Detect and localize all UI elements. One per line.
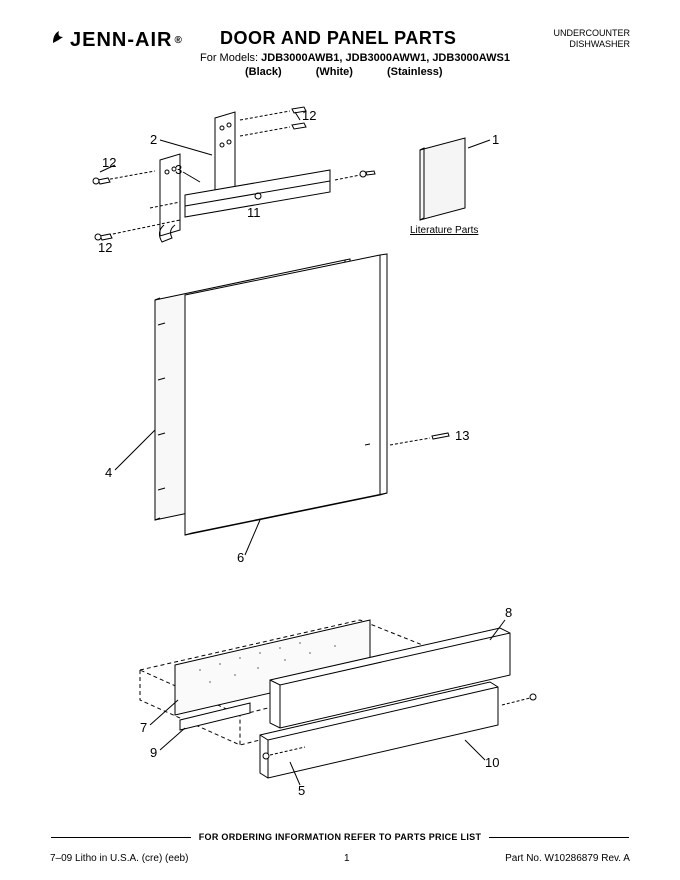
callout-3: 3 — [175, 162, 182, 177]
brand-logo: JENN-AIR® — [50, 28, 183, 52]
color-black: (Black) — [245, 66, 282, 78]
callout-1: 1 — [492, 132, 499, 147]
page-title: DOOR AND PANEL PARTS — [220, 28, 456, 49]
brand-mark-icon — [50, 28, 68, 52]
exploded-diagram: 1 2 3 4 5 6 7 8 9 10 11 12 12 12 13 Lite… — [0, 100, 680, 800]
callout-10: 10 — [485, 755, 499, 770]
callout-11: 11 — [247, 205, 261, 220]
color-white: (White) — [316, 66, 353, 78]
callout-8: 8 — [505, 605, 512, 620]
footer-right: Part No. W10286879 Rev. A — [505, 853, 630, 864]
callout-2: 2 — [150, 132, 157, 147]
callout-7: 7 — [140, 720, 147, 735]
callout-4: 4 — [105, 465, 112, 480]
footer-page: 1 — [344, 853, 350, 864]
footer: 7–09 Litho in U.S.A. (cre) (eeb) 1 Part … — [50, 853, 630, 864]
brand-text: JENN-AIR — [70, 29, 172, 52]
models-prefix: For Models: — [200, 52, 258, 64]
callout-5: 5 — [298, 783, 305, 798]
literature-parts-link[interactable]: Literature Parts — [410, 225, 478, 236]
callout-6: 6 — [237, 550, 244, 565]
product-type-l2: DISHWASHER — [554, 39, 631, 50]
callout-12a: 12 — [302, 108, 316, 123]
callout-9: 9 — [150, 745, 157, 760]
color-stainless: (Stainless) — [387, 66, 443, 78]
footer-left: 7–09 Litho in U.S.A. (cre) (eeb) — [50, 853, 188, 864]
colors-line: (Black) (White) (Stainless) — [245, 66, 443, 78]
callout-12b: 12 — [102, 155, 116, 170]
hinge-bracket-assembly — [93, 107, 375, 242]
callout-13: 13 — [455, 428, 469, 443]
models-list: JDB3000AWB1, JDB3000AWW1, JDB3000AWS1 — [261, 52, 510, 64]
literature-booklet — [420, 138, 490, 220]
ordering-note: FOR ORDERING INFORMATION REFER TO PARTS … — [0, 832, 680, 842]
callout-12c: 12 — [98, 240, 112, 255]
product-type: UNDERCOUNTER DISHWASHER — [554, 28, 631, 50]
product-type-l1: UNDERCOUNTER — [554, 28, 631, 39]
lower-panel-group — [140, 620, 536, 785]
door-front-panel — [185, 254, 449, 535]
models-line: For Models: JDB3000AWB1, JDB3000AWW1, JD… — [200, 52, 510, 64]
